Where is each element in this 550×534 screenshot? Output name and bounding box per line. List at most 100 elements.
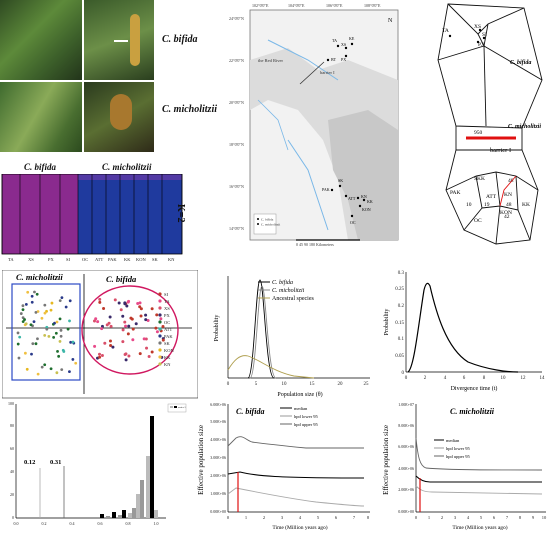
pca-point [100,354,104,358]
pca-point [126,332,130,336]
pca-point [18,335,22,339]
bsp-bifida-ytick: 0.00E+00 [210,509,226,514]
structure-pop-label: PX [48,257,55,262]
map-lat-label: 24°0'0"N [229,16,244,21]
pca-point [21,304,25,308]
divergence-ytick: 0.2 [398,304,405,309]
pca-plot: C. micholitzii C. bifida SI TA XS PX OC … [2,270,198,399]
divergence-curve [407,282,519,373]
pca-point [58,299,62,303]
pca-label-bifida: C. bifida [106,274,137,284]
voronoi-value: 42 [504,214,510,220]
pca-point [50,301,54,305]
bsp-bifida-xtick: 7 [353,515,356,520]
pca-point [103,341,107,345]
pca-label-micholitzii: C. micholitzii [16,272,63,282]
theta-curve-micholitzii [249,285,277,379]
structure-pop-label: SI [66,257,71,262]
pca-point [34,310,38,314]
pca-point [59,328,63,332]
photo-bifida-cone [84,0,154,80]
pca-point [117,301,121,305]
pca-point [60,296,64,300]
hist-bar [146,456,150,518]
bsp-micholitzii-xtick: 1 [428,515,430,520]
pca-point [129,316,133,320]
hist-bar [132,508,136,518]
pca-point [30,300,34,304]
pca-point [45,325,49,329]
bsp-bifida-xlabel: Time (Million years ago) [272,524,327,531]
pca-point [138,352,142,356]
bsp-micholitzii-xtick: 4 [467,515,470,520]
voronoi-barrier-label: barrier I [490,147,511,154]
bsp-micholitzii-ytick: 8.00E+06 [398,423,414,428]
pca-point [59,334,63,338]
pca-point [127,354,131,358]
bsp-bifida-xtick: 2 [263,515,265,520]
pca-point [36,372,40,376]
svg-text:PAK: PAK [164,334,173,339]
voronoi-south-species: C. micholitzii [508,124,541,130]
pca-point [25,367,29,371]
pca-point [24,322,28,326]
hist-annotation: 0.12 [24,459,35,466]
pca-point [142,337,146,341]
structure-pop-label: KN [168,257,175,262]
map-site-label: KK [367,199,373,204]
bsp-bifida-xtick: 1 [245,515,247,520]
structure-pop-label: XS [28,257,34,262]
bsp-bifida-legend: hpd lower 95 [294,414,318,419]
voronoi-site-label: TA [442,28,449,34]
pca-point [16,331,20,335]
theta-xtick: 0 [227,382,230,387]
pca-point [123,352,127,356]
svg-text:KK: KK [164,355,171,360]
voronoi-value: 10 [466,202,472,208]
pca-point [155,330,159,334]
hist-bar [122,510,126,518]
bsp-micholitzii-chart: C. micholitzii median hpd lower 95 hpd u… [382,402,547,531]
map-panel: 24°0'0"N 22°0'0"N 20°0'0"N 18°0'0"N 16°0… [229,3,399,247]
pca-legend-item: KN [158,362,171,367]
pca-point [97,352,101,356]
bsp-bifida-lower [227,487,365,507]
map-lat-label: 16°0'0"N [229,184,244,189]
pca-point [98,300,102,304]
hist-ytick: 20 [10,492,14,497]
pca-point [113,298,117,302]
hist-annotation: 0.31 [50,459,61,466]
pca-point [139,307,143,311]
pca-point [71,340,75,344]
pca-point [125,304,129,308]
svg-text:TA: TA [164,299,170,304]
structure-pop-label: ATT [95,257,103,262]
pca-point [111,345,115,349]
hist-bar [140,480,144,518]
pca-point [150,307,154,311]
bsp-bifida-legend: hpd upper 95 [294,422,318,427]
pca-point [121,314,125,318]
hist-ytick: 40 [10,469,14,474]
pca-point [124,358,128,362]
bsp-bifida-xtick: 5 [317,515,320,520]
voronoi-site-label: ATT [486,194,497,200]
photo-label-bifida: C. bifida [162,34,198,45]
divergence-ytick: 0.15 [395,321,404,326]
svg-text:PX: PX [164,313,171,318]
divergence-xtick: 2 [424,376,427,381]
hist-ytick: 0 [12,515,14,520]
hist-bar [106,516,110,518]
hist-bar [118,515,122,518]
pca-point [43,363,47,367]
bsp-bifida-upper [227,436,364,449]
structure-label-micholitzii: C. micholitzii [102,162,152,172]
photo-micholitzii-cone [84,82,154,152]
bsp-micholitzii-lower [415,485,543,495]
bsp-micholitzii-xtick: 5 [480,515,483,520]
bsp-bifida-ytick: 1.00E+06 [210,491,226,496]
theta-xtick: 20 [338,382,344,387]
map-lat-label: 20°0'0"N [229,100,244,105]
pca-point [126,300,130,304]
pca-legend-item: PX [158,313,171,318]
